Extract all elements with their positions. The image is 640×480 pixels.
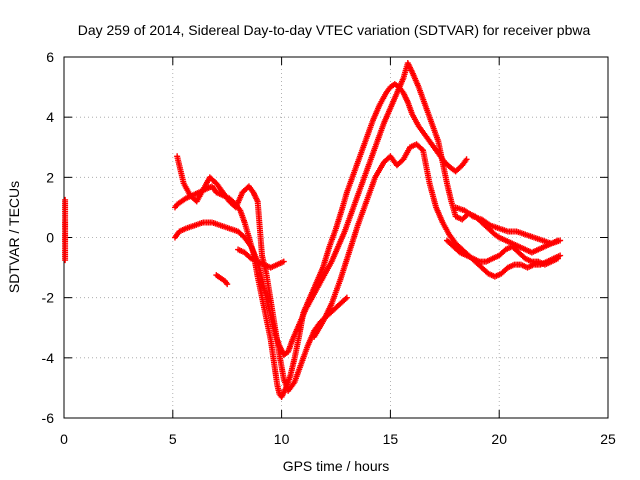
- data-point: [554, 255, 561, 262]
- y-axis-label: SDTVAR / TECUs: [6, 181, 22, 293]
- series-2: [171, 81, 470, 400]
- x-tick-label: 0: [60, 431, 68, 447]
- data-point: [343, 294, 350, 301]
- y-tick-labels: -6 -4 -2 0 2 4 6: [42, 49, 55, 426]
- series-8: [452, 204, 564, 247]
- data-points: [62, 60, 564, 400]
- x-tick-label: 20: [491, 431, 507, 447]
- x-tick-label: 25: [600, 431, 616, 447]
- series-9: [443, 237, 561, 268]
- chart-title: Day 259 of 2014, Sidereal Day-to-day VTE…: [78, 22, 591, 38]
- y-tick-label: 0: [46, 230, 54, 246]
- data-point: [557, 252, 564, 259]
- y-tick-label: -2: [42, 290, 55, 306]
- x-axis-label: GPS time / hours: [283, 458, 390, 474]
- axis-ticks: [63, 56, 609, 419]
- data-point: [224, 281, 231, 288]
- series-5: [235, 246, 287, 271]
- y-tick-label: -4: [42, 350, 55, 366]
- data-point: [557, 237, 564, 244]
- y-tick-label: 2: [46, 169, 54, 185]
- series-4: [174, 153, 350, 394]
- x-tick-label: 10: [274, 431, 290, 447]
- y-tick-label: -6: [42, 410, 55, 426]
- series-6: [213, 272, 231, 288]
- series-1: [62, 196, 69, 264]
- data-point: [280, 258, 287, 265]
- series-7: [311, 141, 564, 340]
- y-tick-label: 6: [46, 49, 54, 65]
- y-tick-label: 4: [46, 109, 54, 125]
- x-tick-label: 5: [169, 431, 177, 447]
- x-tick-label: 15: [383, 431, 399, 447]
- data-point: [463, 156, 470, 163]
- x-tick-labels: 0 5 10 15 20 25: [60, 431, 616, 447]
- data-point: [62, 257, 69, 264]
